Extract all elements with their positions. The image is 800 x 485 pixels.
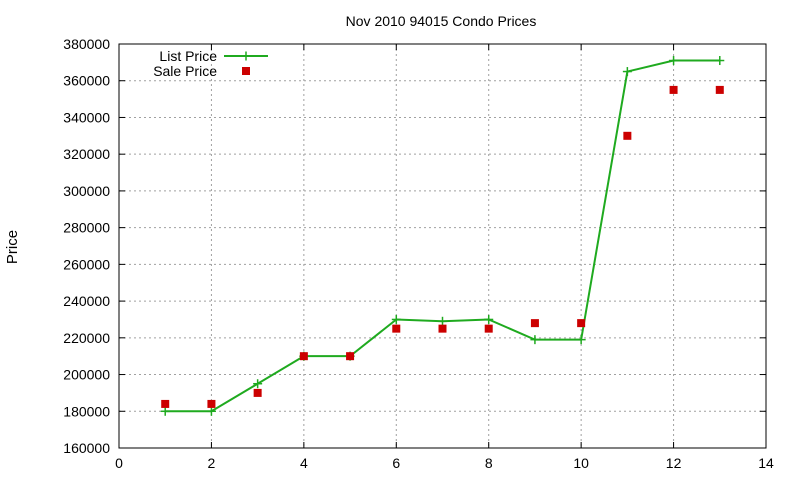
- y-tick-label: 380000: [63, 36, 110, 52]
- y-tick-label: 300000: [63, 183, 110, 199]
- grid: [119, 44, 766, 448]
- y-axis-title: Price: [4, 230, 21, 264]
- x-tick-label: 0: [115, 455, 123, 471]
- data-point: [715, 56, 725, 66]
- legend-label: List Price: [159, 48, 217, 64]
- series-sale-price: [161, 85, 724, 408]
- data-point: [160, 406, 170, 416]
- y-tick-label: 260000: [63, 256, 110, 272]
- plot-frame: [118, 43, 767, 449]
- data-point: [392, 324, 401, 333]
- legend-item: List Price: [159, 48, 268, 64]
- data-point: [346, 352, 355, 361]
- x-tick-label: 14: [758, 455, 774, 471]
- data-point: [669, 85, 678, 94]
- x-tick-label: 2: [208, 455, 216, 471]
- data-point: [530, 335, 540, 345]
- series-list-price: [160, 56, 725, 416]
- data-point: [206, 406, 216, 416]
- data-point: [623, 131, 632, 140]
- y-tick-label: 240000: [63, 293, 110, 309]
- data-point: [530, 319, 539, 328]
- x-tick-label: 4: [300, 455, 308, 471]
- y-tick-label: 360000: [63, 73, 110, 89]
- y-tick-label: 200000: [63, 367, 110, 383]
- data-point: [299, 352, 308, 361]
- data-point: [715, 85, 724, 94]
- data-point: [438, 324, 447, 333]
- data-point: [576, 335, 586, 345]
- y-tick-label: 280000: [63, 220, 110, 236]
- x-tick-label: 10: [573, 455, 589, 471]
- data-point: [253, 379, 263, 389]
- x-tick-label: 12: [666, 455, 682, 471]
- series-line: [165, 59, 720, 413]
- y-tick-label: 160000: [63, 440, 110, 456]
- data-point: [622, 67, 632, 77]
- y-tick-label: 340000: [63, 109, 110, 125]
- data-point: [484, 314, 494, 324]
- data-point: [484, 324, 493, 333]
- data-point: [207, 399, 216, 408]
- legend-square-swatch: [242, 67, 250, 75]
- data-point: [253, 388, 262, 397]
- y-tick-label: 320000: [63, 146, 110, 162]
- chart-title: Nov 2010 94015 Condo Prices: [346, 13, 537, 29]
- data-point: [577, 319, 586, 328]
- data-point: [438, 316, 447, 326]
- legend-plus-swatch: [241, 51, 251, 61]
- data-point: [161, 399, 170, 408]
- y-tick-label: 220000: [63, 330, 110, 346]
- legend-item: Sale Price: [153, 63, 250, 79]
- x-tick-label: 6: [392, 455, 400, 471]
- data-point: [669, 56, 679, 66]
- series: [160, 56, 725, 416]
- x-tick-label: 8: [485, 455, 493, 471]
- axes: 0 2 4 6 8 10 12 14 160000 180000 200000 220000 24000…: [63, 36, 774, 471]
- y-tick-label: 180000: [63, 403, 110, 419]
- legend-label: Sale Price: [153, 63, 217, 79]
- data-point: [391, 314, 401, 324]
